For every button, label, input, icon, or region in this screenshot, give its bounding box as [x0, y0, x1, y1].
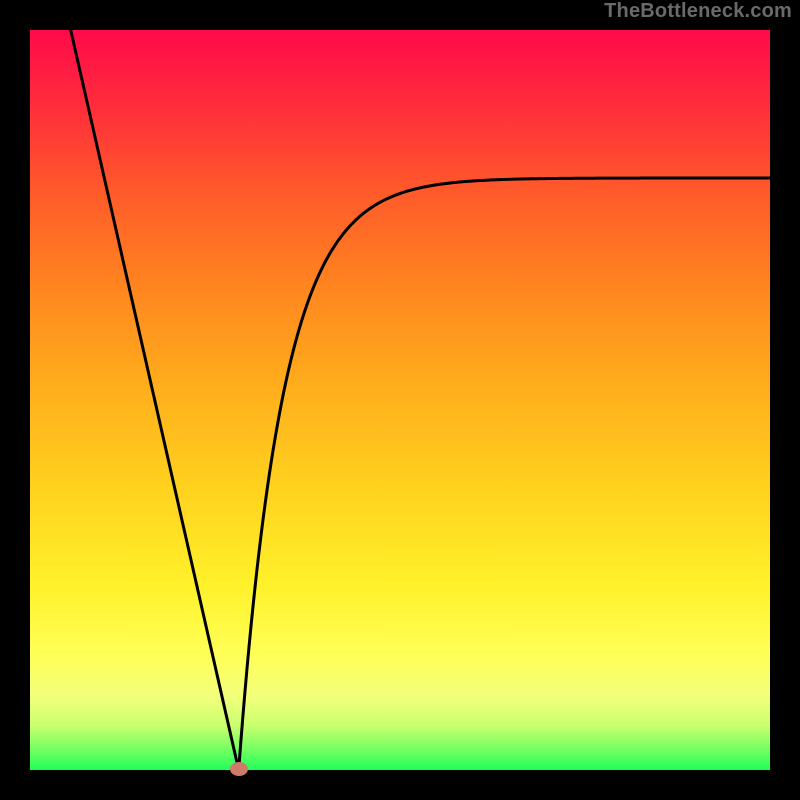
plot-area	[30, 30, 770, 770]
bottleneck-curve	[30, 30, 770, 770]
watermark-text: TheBottleneck.com	[604, 0, 792, 23]
curve-minimum-marker	[230, 762, 248, 776]
